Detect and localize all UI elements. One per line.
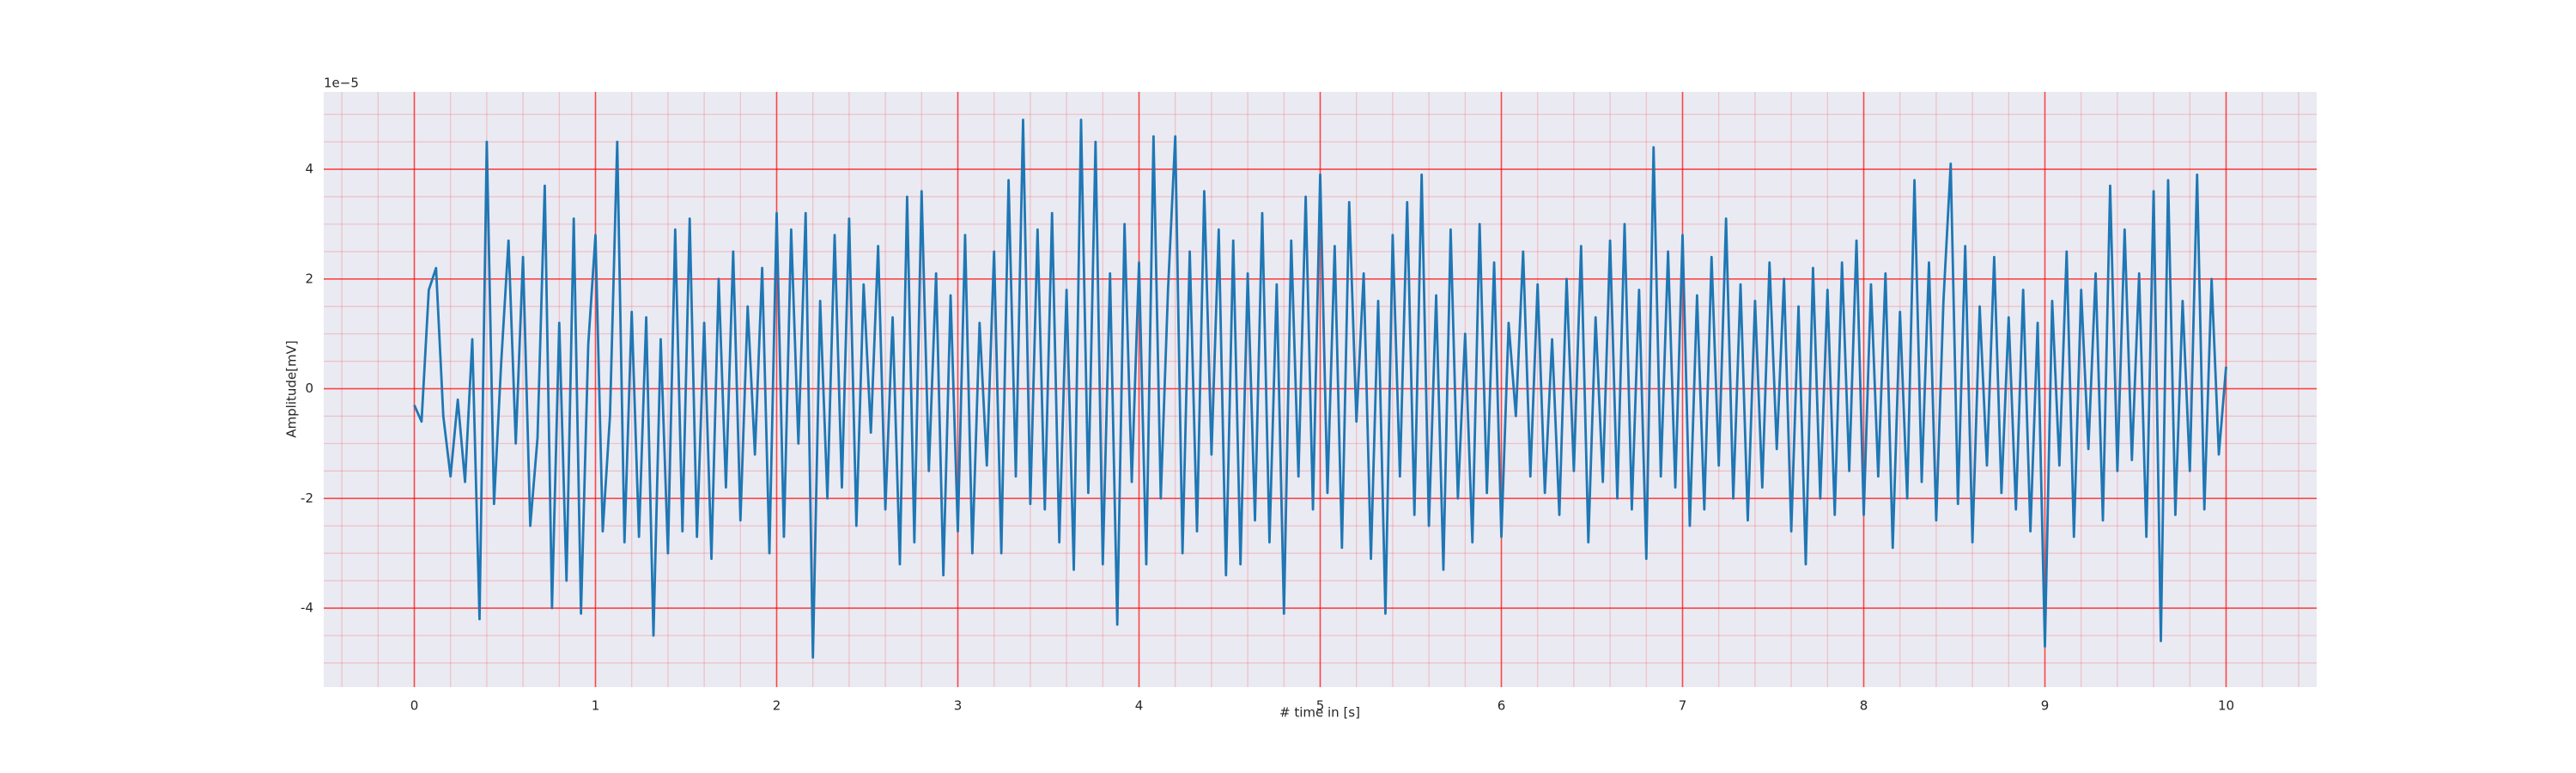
plot xyxy=(413,119,2227,659)
x-tick-label: 4 xyxy=(1135,698,1144,714)
x-tick-label: 6 xyxy=(1498,698,1506,714)
y-tick-label: 0 xyxy=(305,380,313,396)
y-axis-label: Amplitude[mV] xyxy=(284,340,300,437)
x-tick-label: 2 xyxy=(773,698,781,714)
x-tick-label: 8 xyxy=(1860,698,1868,714)
x-axis-label: # time in [s] xyxy=(1279,705,1360,721)
data-line xyxy=(413,119,2227,659)
y-tick-label: -2 xyxy=(301,490,313,506)
y-tick-label: -4 xyxy=(301,600,313,616)
x-tick-label: 1 xyxy=(592,698,600,714)
y-tick-label: 2 xyxy=(305,271,313,286)
x-tick-label: 0 xyxy=(410,698,419,714)
x-tick-label: 10 xyxy=(2218,698,2234,714)
x-tick-label: 3 xyxy=(954,698,963,714)
y-offset-label: 1e−5 xyxy=(324,76,359,91)
y-tick-label: 4 xyxy=(305,161,313,177)
x-tick-label: 7 xyxy=(1679,698,1687,714)
x-tick-label: 9 xyxy=(2041,698,2050,714)
x-tick-label: 5 xyxy=(1316,698,1325,714)
